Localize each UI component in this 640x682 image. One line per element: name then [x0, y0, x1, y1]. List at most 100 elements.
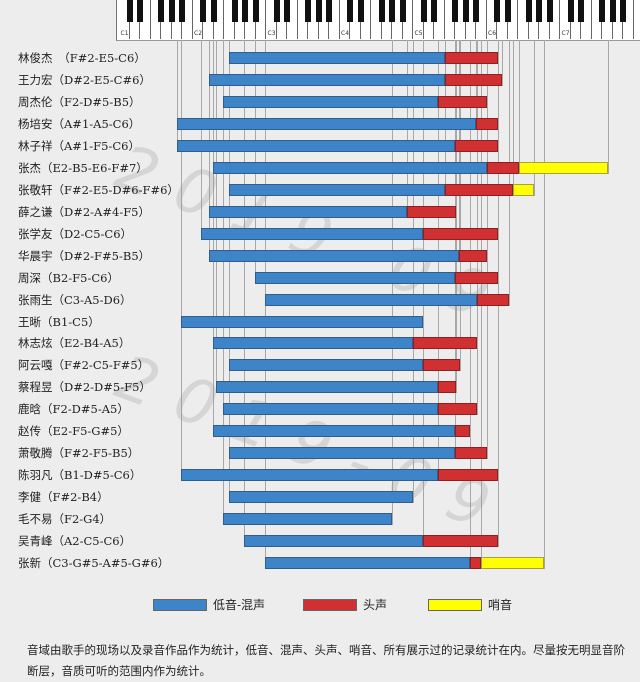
gridline: [544, 40, 545, 569]
bar-head: [438, 469, 498, 481]
bar-chest: [229, 52, 445, 64]
gridline: [608, 40, 609, 174]
octave-label: C6: [488, 30, 496, 37]
black-key: [326, 0, 332, 22]
footnote: 音域由歌手的现场以及录音作品作为统计，低音、混声、头声、哨音、所有展示过的记录统…: [27, 640, 627, 682]
bar-head: [438, 96, 487, 108]
black-key: [620, 0, 626, 22]
bar-whistle: [481, 557, 544, 569]
gridline: [177, 40, 178, 152]
bar-chest: [223, 96, 438, 108]
gridline: [181, 40, 182, 481]
bar-head: [487, 162, 519, 174]
black-key: [505, 0, 511, 22]
singer-label: 吴青峰（A2-C5-C6）: [18, 534, 131, 548]
bar-whistle: [519, 162, 608, 174]
black-key: [578, 0, 584, 22]
bar-head: [455, 447, 487, 459]
white-key: [634, 0, 640, 39]
singer-label: 张敬轩（F#2-E5-D#6-F#6）: [18, 183, 179, 197]
black-key: [242, 0, 248, 22]
black-key: [158, 0, 164, 22]
bar-head: [477, 294, 509, 306]
black-key: [463, 0, 469, 22]
bar-chest: [213, 337, 413, 349]
singer-label: 萧敬腾（F#2-F5-B5）: [18, 446, 139, 460]
bar-head: [445, 184, 513, 196]
singer-label: 张学友（D2-C5-C6）: [18, 227, 132, 241]
bar-head: [423, 359, 460, 371]
singer-label: 张雨生（C3-A5-D6）: [18, 293, 132, 307]
bar-head: [438, 403, 477, 415]
bar-chest: [201, 228, 423, 240]
singer-label: 林子祥（A#1-F5-C6）: [18, 139, 140, 153]
legend-item-chest: 低音-混声: [153, 596, 265, 613]
black-key: [137, 0, 143, 22]
black-key: [211, 0, 217, 22]
gridline: [460, 40, 461, 371]
black-key: [494, 0, 500, 22]
legend-swatch-head: [303, 599, 357, 611]
bar-head: [423, 535, 498, 547]
gridline: [519, 40, 520, 174]
bar-whistle: [513, 184, 534, 196]
black-key: [358, 0, 364, 22]
black-key: [127, 0, 133, 22]
bar-head: [423, 228, 498, 240]
singer-label: 阿云嘎（F#2-C5-F#5）: [18, 358, 149, 372]
bar-chest: [181, 316, 423, 328]
bar-chest: [229, 184, 445, 196]
bar-head: [445, 52, 498, 64]
bar-chest: [223, 513, 392, 525]
bar-head: [455, 272, 498, 284]
black-key: [547, 0, 553, 22]
octave-label: C4: [341, 30, 349, 37]
legend: 低音-混声 头声 哨音: [0, 596, 640, 612]
legend-label-whistle: 哨音: [488, 596, 512, 613]
black-key: [347, 0, 353, 22]
bar-chest: [229, 359, 423, 371]
black-key: [421, 0, 427, 22]
black-key: [536, 0, 542, 22]
bar-chest: [213, 425, 455, 437]
singer-label: 周深（B2-F5-C6）: [18, 271, 119, 285]
legend-swatch-chest: [153, 599, 207, 611]
black-key: [389, 0, 395, 22]
black-key: [568, 0, 574, 22]
gridline: [502, 40, 503, 86]
bar-chest: [229, 447, 455, 459]
bar-head: [438, 381, 456, 393]
black-key: [400, 0, 406, 22]
octave-label: C2: [194, 30, 202, 37]
gridline: [487, 40, 488, 459]
bar-chest: [209, 250, 459, 262]
bar-head: [445, 74, 502, 86]
singer-label: 鹿晗（F2-D#5-A5）: [18, 402, 129, 416]
bar-head: [459, 250, 487, 262]
black-key: [284, 0, 290, 22]
legend-label-chest: 低音-混声: [213, 596, 265, 613]
bar-chest: [177, 118, 476, 130]
bar-chest: [265, 294, 477, 306]
bar-chest: [213, 162, 487, 174]
singer-label: 杨培安（A#1-A5-C6）: [18, 117, 140, 131]
bar-head: [413, 337, 477, 349]
legend-swatch-whistle: [428, 599, 482, 611]
octave-label: C3: [268, 30, 276, 37]
black-key: [253, 0, 259, 22]
singer-label: 王力宏（D#2-E5-C#6）: [18, 73, 151, 87]
black-key: [610, 0, 616, 22]
bar-chest: [181, 469, 438, 481]
black-key: [274, 0, 280, 22]
black-key: [431, 0, 437, 22]
bar-head: [455, 425, 470, 437]
bar-chest: [244, 535, 423, 547]
octave-label: C7: [562, 30, 570, 37]
bar-chest: [216, 381, 438, 393]
legend-item-head: 头声: [303, 596, 387, 613]
singer-label: 蔡程昱（D#2-D#5-F5）: [18, 380, 151, 394]
bar-chest: [229, 491, 413, 503]
black-key: [179, 0, 185, 22]
bar-chest: [265, 557, 470, 569]
